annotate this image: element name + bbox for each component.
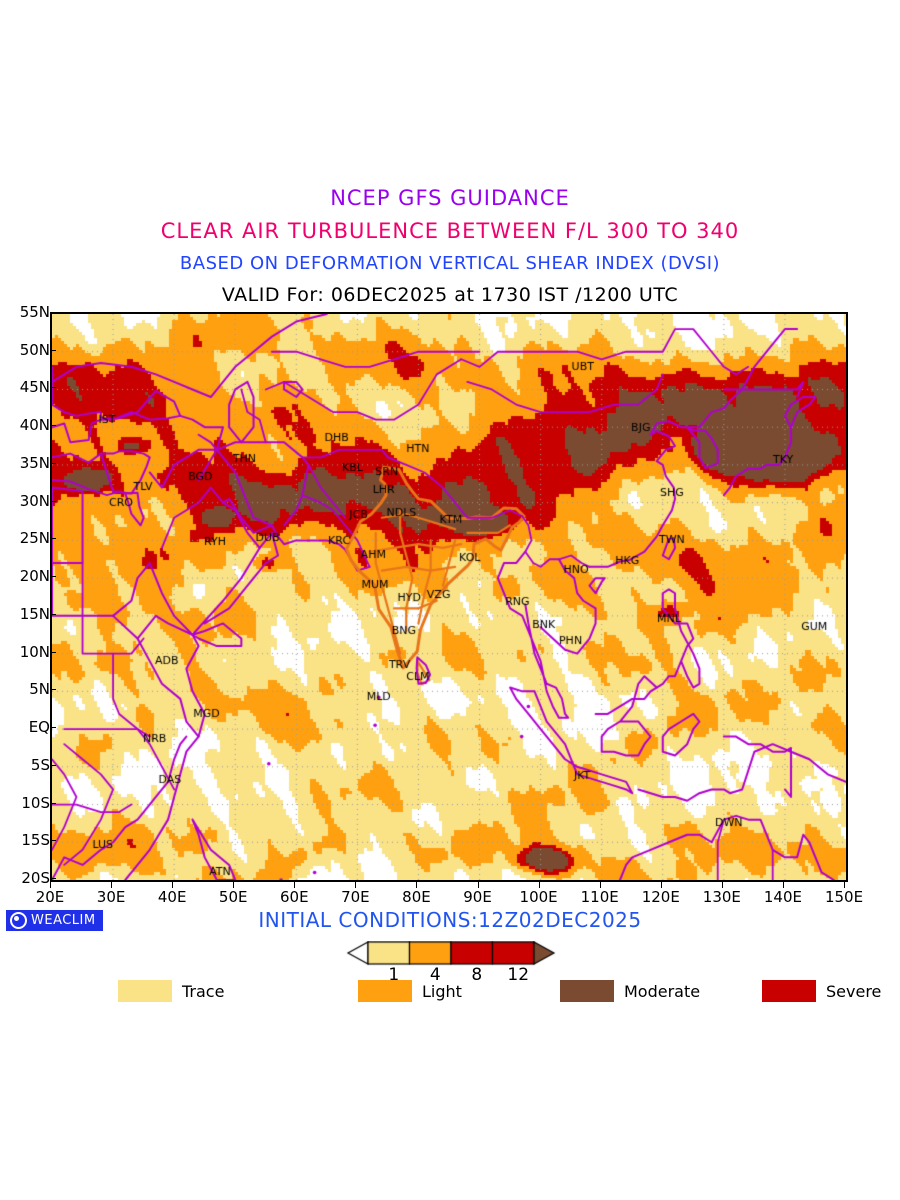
lat-tick-mark [50, 425, 56, 427]
lat-tick-label: 20N [19, 567, 50, 586]
lat-tick-mark [50, 727, 56, 729]
lon-tick-label: 110E [580, 888, 619, 906]
lat-tick-mark [50, 651, 56, 653]
lon-tick-mark [782, 882, 784, 888]
lon-tick-mark [111, 882, 113, 888]
lat-tick-label: 5N [29, 680, 50, 699]
lat-tick-label: EQ [28, 718, 50, 737]
lon-tick-mark [233, 882, 235, 888]
colorbar: 1 4 8 12 [346, 941, 556, 991]
lon-tick-label: 140E [763, 888, 802, 906]
lon-tick-mark [172, 882, 174, 888]
weaclim-label: WEACLIM [31, 913, 96, 928]
legend-label: Severe [826, 981, 882, 1001]
title-line-model: NCEP GFS GUIDANCE [330, 186, 570, 210]
title-line-validity: VALID For: 06DEC2025 at 1730 IST /1200 U… [221, 284, 679, 306]
lat-tick-mark [50, 500, 56, 502]
title-line-method: BASED ON DEFORMATION VERTICAL SHEAR INDE… [179, 253, 721, 274]
lat-tick-label: 15N [19, 604, 50, 623]
forecast-map[interactable] [50, 312, 848, 882]
lon-tick-mark [538, 882, 540, 888]
title-block: NCEP GFS GUIDANCE CLEAR AIR TURBULENCE B… [0, 182, 900, 311]
lat-tick-label: 35N [19, 453, 50, 472]
initial-conditions-text: INITIAL CONDITIONS:12Z02DEC2025 [258, 908, 642, 932]
colorbar-value: 8 [471, 965, 483, 985]
lon-tick-label: 100E [519, 888, 558, 906]
lon-tick-label: 130E [702, 888, 741, 906]
lon-tick-mark [50, 882, 51, 888]
map-raster [52, 314, 846, 880]
lon-tick-mark [416, 882, 418, 888]
lat-tick-label: 10N [19, 642, 50, 661]
lat-tick-mark [50, 349, 56, 351]
legend-label: Moderate [624, 981, 701, 1001]
lon-tick-label: 90E [463, 888, 492, 906]
lon-tick-mark [844, 882, 845, 888]
lat-tick-mark [50, 312, 56, 313]
lon-tick-label: 80E [402, 888, 431, 906]
colorbar-value: 1 [388, 965, 400, 985]
lat-tick-mark [50, 764, 56, 766]
legend-item: Severe [762, 980, 881, 1002]
colorbar-value: 4 [429, 965, 441, 985]
latitude-axis: 55N 50N 45N 40N 35N 30N 25N 20N 15N 10N 5N EQ 5S 10S 1… [0, 303, 56, 887]
severity-legend: Trace Light Moderate Severe [0, 980, 900, 1010]
lat-tick-mark [50, 802, 56, 804]
colorbar-value: 12 [507, 965, 530, 985]
weaclim-logo: WEACLIM [6, 910, 103, 931]
lon-tick-label: 50E [218, 888, 248, 906]
lon-tick-label: 120E [641, 888, 680, 906]
lat-tick-mark [50, 538, 56, 540]
lat-tick-mark [50, 576, 56, 578]
lat-tick-label: 5S [30, 755, 50, 774]
lon-tick-label: 30E [96, 888, 126, 906]
lon-tick-label: 40E [157, 888, 187, 906]
legend-swatch [762, 980, 816, 1002]
lat-tick-label: 45N [19, 378, 50, 397]
lon-tick-label: 150E [824, 888, 864, 906]
lat-tick-label: 30N [19, 491, 50, 510]
legend-swatch [358, 980, 412, 1002]
lon-tick-mark [294, 882, 296, 888]
lat-tick-mark [50, 689, 56, 691]
lat-tick-mark [50, 840, 56, 842]
legend-label: Trace [182, 981, 225, 1001]
legend-swatch [118, 980, 172, 1002]
legend-swatch [560, 980, 614, 1002]
lat-tick-label: 25N [19, 529, 50, 548]
lat-tick-mark [50, 387, 56, 389]
lat-tick-label: 20S [21, 869, 50, 887]
lat-tick-label: 15S [21, 831, 50, 850]
lat-tick-label: 55N [19, 303, 50, 321]
lat-tick-mark [50, 878, 56, 879]
lon-tick-label: 60E [280, 888, 309, 906]
lon-tick-mark [355, 882, 357, 888]
lat-tick-mark [50, 613, 56, 615]
legend-item: Moderate [560, 980, 700, 1002]
lon-tick-mark [721, 882, 723, 888]
lat-tick-label: 50N [19, 340, 50, 359]
lat-tick-label: 40N [19, 416, 50, 435]
weaclim-circle-icon [10, 912, 27, 929]
title-line-product: CLEAR AIR TURBULENCE BETWEEN F/L 300 TO … [160, 219, 740, 243]
lat-tick-mark [50, 462, 56, 464]
legend-item: Light [358, 980, 462, 1002]
lon-tick-mark [477, 882, 479, 888]
lon-tick-label: 20E [35, 888, 65, 906]
lon-tick-label: 70E [341, 888, 370, 906]
lon-tick-mark [599, 882, 601, 888]
legend-item: Trace [118, 980, 224, 1002]
colorbar-swatches [346, 941, 556, 967]
lat-tick-label: 10S [21, 793, 50, 812]
legend-label: Light [422, 981, 462, 1001]
lon-tick-mark [660, 882, 662, 888]
